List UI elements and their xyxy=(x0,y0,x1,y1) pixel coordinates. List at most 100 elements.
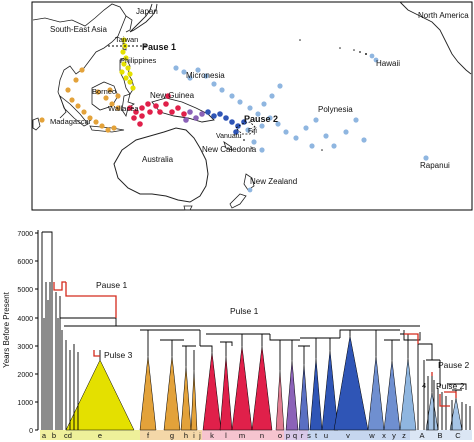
island-speck xyxy=(339,47,341,49)
island-speck xyxy=(251,147,253,149)
label-pause1-map: Pause 1 xyxy=(142,42,176,52)
korea-coast xyxy=(125,15,133,33)
y-tick-label: 5000 xyxy=(17,287,33,294)
annotation-four: 4 xyxy=(422,381,426,390)
clade-letter: n xyxy=(260,431,264,440)
island-speck xyxy=(359,51,361,53)
map-dot xyxy=(223,115,229,121)
clade-letter: l xyxy=(225,431,227,440)
clade-triangle xyxy=(219,355,233,431)
label-micronesia: Micronesia xyxy=(186,71,225,80)
clade-letter: m xyxy=(239,431,245,440)
north-america-coast xyxy=(399,1,472,75)
label-hawaii: Hawaii xyxy=(376,59,400,68)
clade-triangle xyxy=(309,357,323,431)
clade-letter: cd xyxy=(64,431,72,440)
map-dot xyxy=(119,69,125,75)
map-dot xyxy=(303,125,309,131)
y-tick-label: 6000 xyxy=(17,259,33,266)
map-dot xyxy=(219,87,225,93)
map-dot xyxy=(181,111,187,117)
clade-letter: k xyxy=(210,431,214,440)
tree-branch xyxy=(199,330,233,356)
map-dot xyxy=(81,109,87,115)
label-borneo: Borneo xyxy=(92,87,116,96)
map-dot xyxy=(259,147,265,153)
tree-branch xyxy=(403,330,421,341)
island-specks xyxy=(243,39,367,151)
band-segment xyxy=(308,430,410,440)
map-dot xyxy=(261,101,267,107)
y-axis-label: Years Before Present xyxy=(2,291,11,368)
label-south-east-asia: South-East Asia xyxy=(50,25,107,34)
map-dot xyxy=(121,37,127,43)
map-dot xyxy=(123,55,129,61)
map-dot xyxy=(369,53,375,59)
map-dots xyxy=(39,37,429,193)
annotation-pulse3: Pulse 3 xyxy=(104,350,133,360)
map-dot xyxy=(267,115,273,121)
clade-letter: u xyxy=(324,431,328,440)
map-dot xyxy=(75,103,81,109)
map-dot xyxy=(169,109,175,115)
map-dot xyxy=(187,75,193,81)
map-dot xyxy=(255,111,261,117)
clade-triangle xyxy=(180,365,192,431)
clade-letter: h xyxy=(184,431,188,440)
map-dot xyxy=(309,143,315,149)
clade-triangle xyxy=(399,357,417,431)
pulse2-branch xyxy=(431,372,457,398)
new-caledonia-island xyxy=(223,141,233,151)
map-dot xyxy=(247,187,253,193)
clade-letters: a b cd e f g h i j k l m n o p q r s t u… xyxy=(42,431,461,440)
y-tick-label: 0 xyxy=(29,428,33,435)
map-dot xyxy=(175,105,181,111)
clade-triangle xyxy=(425,391,439,431)
y-tick-label: 7000 xyxy=(17,231,33,238)
tree-branch xyxy=(300,329,351,358)
y-tick-label: 4000 xyxy=(17,316,33,323)
map-dot xyxy=(251,139,257,145)
map-dot xyxy=(65,87,71,93)
tree-branch xyxy=(60,317,117,322)
y-tick-label: 3000 xyxy=(17,344,33,351)
tree-branch xyxy=(417,344,435,430)
map-dot xyxy=(181,69,187,75)
clade-letter: s xyxy=(307,431,311,440)
label-japan: Japan xyxy=(136,7,158,16)
label-fiji: Fiji xyxy=(248,128,257,135)
label-polynesia: Polynesia xyxy=(318,105,353,114)
y-tick-labels: 7000 6000 5000 4000 3000 2000 1000 0 xyxy=(17,231,33,435)
tree-branch xyxy=(41,231,53,430)
map-dot xyxy=(87,115,93,121)
label-north-america: North America xyxy=(418,11,469,20)
clade-triangle xyxy=(383,359,401,431)
tree-branch xyxy=(147,330,196,370)
map-dot xyxy=(277,83,283,89)
tree-branch xyxy=(269,334,310,370)
map-dot xyxy=(111,125,117,131)
annotation-pulse2: Pulse 2 xyxy=(436,381,465,391)
label-wallacea: Wallacea xyxy=(108,104,139,113)
japan-island xyxy=(129,3,158,33)
map-dot xyxy=(211,81,217,87)
clade-triangle xyxy=(275,369,285,431)
label-new-zealand: New Zealand xyxy=(250,177,297,186)
clade-letter: A xyxy=(419,431,424,440)
map-dot xyxy=(133,109,139,115)
map-dot xyxy=(323,133,329,139)
pause1-branch xyxy=(53,281,66,291)
clade-letter: i xyxy=(193,431,195,440)
map-dot xyxy=(247,105,253,111)
borneo-island xyxy=(91,81,119,111)
map-dot xyxy=(127,105,133,111)
map-dot xyxy=(331,143,337,149)
map-dot xyxy=(211,113,217,119)
y-tick-label: 2000 xyxy=(17,372,33,379)
map-dot xyxy=(139,105,145,111)
map-dot xyxy=(120,49,126,55)
map-dot xyxy=(217,111,223,117)
island-speck xyxy=(365,53,367,55)
band-segment xyxy=(284,430,308,440)
map-dot xyxy=(195,67,201,73)
